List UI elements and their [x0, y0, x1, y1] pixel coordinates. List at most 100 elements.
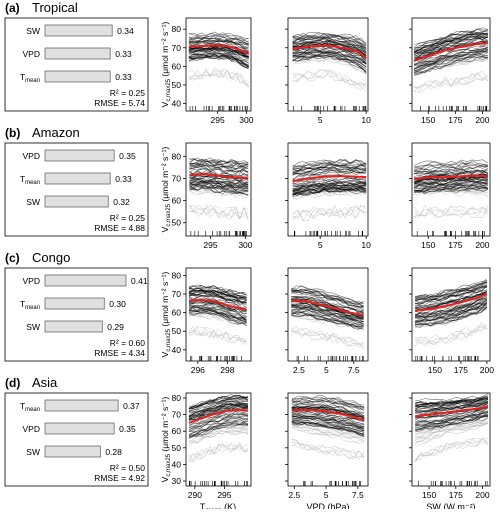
- pdp-line: [291, 310, 364, 327]
- subplot-tmean: 296 298 40 50 60 70 80: [172, 267, 252, 375]
- pdp-line: [292, 177, 367, 185]
- pdp-line: [291, 398, 365, 410]
- pdp-line: [414, 37, 488, 56]
- pdp-line: [189, 177, 249, 185]
- pdp-line: [292, 190, 367, 199]
- mean-line: [291, 408, 365, 421]
- pdp-line: [188, 311, 247, 326]
- pdp-line: [188, 53, 249, 67]
- y-tick-label: 80: [172, 270, 182, 280]
- importance-box: [4, 17, 149, 112]
- pdp-line: [292, 49, 367, 64]
- pdp-line: [414, 182, 488, 189]
- pdp-line: [291, 395, 365, 406]
- y-tick-label: 80: [172, 151, 182, 161]
- pdp-line: [291, 410, 365, 422]
- pdp-line: [292, 70, 367, 87]
- pdp-line: [188, 40, 249, 50]
- pdp-line: [188, 394, 249, 410]
- pdp-line: [414, 205, 488, 217]
- y-tick-label: 50: [172, 80, 182, 90]
- y-tick-label: 70: [172, 173, 182, 183]
- importance-box: [4, 142, 149, 237]
- pdp-line: [292, 206, 367, 219]
- bar-value: 0.33: [115, 49, 132, 59]
- pdp-line: [188, 404, 248, 421]
- pdp-line: [189, 168, 249, 178]
- importance-bar: [44, 70, 111, 83]
- pdp-line: [415, 417, 489, 433]
- pdp-line: [188, 55, 249, 70]
- mean-line: [292, 44, 367, 59]
- x-tick-label: 175: [448, 240, 462, 250]
- pdp-line: [415, 290, 487, 307]
- x-tick-label: 150: [421, 115, 435, 125]
- x-tick-label: 150: [428, 365, 442, 375]
- pdp-line: [291, 443, 365, 459]
- pdp-lines: [188, 393, 249, 463]
- bar-value: 0.41: [131, 276, 148, 286]
- pdp-line: [414, 40, 488, 59]
- pdp-line: [188, 423, 249, 438]
- pdp-line: [414, 324, 488, 345]
- pdp-line: [414, 183, 488, 192]
- pdp-line: [188, 302, 247, 315]
- panel-tropical: (a) Tropical SW 0.34 VPD 0.33 Tmean 0.33 R² = 0.…: [4, 0, 491, 125]
- y-tick-label: 40: [172, 459, 182, 469]
- panel-title: Amazon: [32, 125, 80, 140]
- pdp-line: [415, 291, 488, 309]
- pdp-line: [188, 31, 249, 39]
- pdp-line: [292, 188, 367, 198]
- pdp-line: [414, 187, 488, 195]
- pdp-line: [414, 187, 488, 193]
- x-tick-label: 300: [238, 240, 252, 250]
- importance-bar: [44, 149, 115, 162]
- pdp-line: [188, 48, 249, 59]
- pdp-line: [292, 31, 367, 46]
- pdp-line: [415, 326, 487, 344]
- pdp-line: [414, 28, 488, 45]
- pdp-line: [291, 425, 365, 441]
- pdp-line: [415, 416, 488, 431]
- x-tick-label: 200: [480, 365, 494, 375]
- pdp-line: [415, 410, 489, 425]
- pdp-line: [291, 401, 365, 414]
- pdp-line: [188, 403, 249, 419]
- pdp-line: [291, 310, 364, 328]
- panel-title: Congo: [32, 250, 70, 265]
- y-tick-label: 60: [172, 61, 182, 71]
- mean-line: [188, 408, 249, 424]
- pdp-line: [188, 415, 249, 431]
- plot-frame: [411, 267, 491, 362]
- pdp-line: [188, 71, 249, 88]
- y-tick-label: 60: [172, 308, 182, 318]
- pdp-line: [291, 424, 365, 438]
- mean-line: [414, 293, 488, 312]
- x-tick-label: 5: [324, 365, 329, 375]
- pdp-line: [188, 442, 249, 462]
- x-tick-label: 5: [324, 490, 329, 500]
- pdp-line: [291, 416, 365, 429]
- x-tick-label: 2.5: [288, 490, 300, 500]
- pdp-line: [189, 174, 249, 182]
- pdp-line: [189, 178, 249, 187]
- pdp-line: [292, 182, 367, 191]
- importance-bar: [44, 422, 115, 435]
- pdp-line: [188, 418, 249, 436]
- importance-bar: [44, 399, 119, 412]
- panel-congo: (c) Congo VPD 0.41 Tmean 0.30 SW 0.29 R² = 0.60R…: [4, 250, 494, 375]
- pdp-line: [189, 160, 249, 170]
- pdp-line: [291, 426, 365, 442]
- importance-bar: [44, 320, 103, 333]
- pdp-line: [291, 302, 364, 320]
- pdp-line: [188, 429, 249, 444]
- y-axis-label: Vc,max25 (μmol m⁻² s⁻¹): [160, 272, 172, 358]
- pdp-line: [292, 204, 367, 222]
- pdp-line: [414, 159, 488, 166]
- pdp-line: [415, 303, 487, 324]
- pdp-line: [188, 309, 247, 324]
- pdp-line: [415, 415, 488, 430]
- pdp-line: [291, 285, 364, 305]
- subplot-sw: 150 175 200: [409, 17, 491, 125]
- pdp-line: [291, 414, 365, 425]
